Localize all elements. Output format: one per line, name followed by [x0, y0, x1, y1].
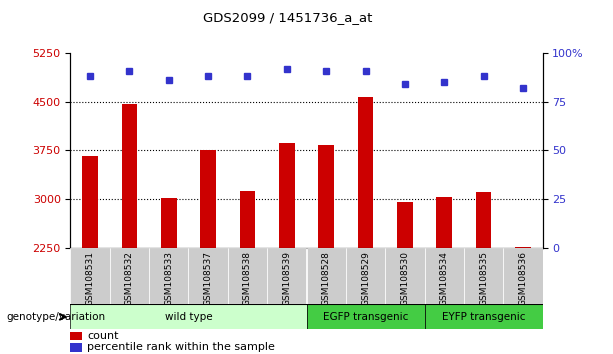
Bar	[70, 332, 82, 341]
Text: GSM108537: GSM108537	[204, 251, 213, 306]
Text: GSM108535: GSM108535	[479, 251, 488, 306]
Bar	[149, 248, 189, 304]
Bar	[82, 156, 98, 248]
Bar	[385, 248, 424, 304]
Bar	[240, 191, 256, 248]
Bar	[267, 248, 306, 304]
Bar	[424, 304, 543, 329]
Text: GSM108539: GSM108539	[283, 251, 291, 306]
Bar	[110, 248, 149, 304]
Bar	[121, 104, 137, 248]
Text: GSM108536: GSM108536	[519, 251, 527, 306]
Bar	[306, 304, 424, 329]
Bar	[200, 150, 216, 248]
Bar	[436, 196, 452, 248]
Text: GSM108530: GSM108530	[400, 251, 409, 306]
Text: GDS2099 / 1451736_a_at: GDS2099 / 1451736_a_at	[204, 11, 373, 24]
Text: GSM108529: GSM108529	[361, 251, 370, 306]
Bar	[503, 248, 543, 304]
Text: GSM108533: GSM108533	[164, 251, 173, 306]
Bar	[515, 247, 531, 248]
Bar	[306, 248, 346, 304]
Text: count: count	[88, 331, 119, 341]
Bar	[70, 248, 110, 304]
Text: GSM108532: GSM108532	[125, 251, 134, 306]
Bar	[357, 97, 373, 248]
Bar	[70, 304, 306, 329]
Bar	[476, 192, 492, 248]
Bar	[464, 248, 503, 304]
Bar	[279, 143, 295, 248]
Bar	[424, 248, 464, 304]
Bar	[346, 248, 385, 304]
Bar	[161, 199, 177, 248]
Bar	[70, 343, 82, 352]
Text: EGFP transgenic: EGFP transgenic	[323, 312, 408, 322]
Text: GSM108528: GSM108528	[322, 251, 330, 306]
Bar	[228, 248, 267, 304]
Text: genotype/variation: genotype/variation	[6, 312, 105, 322]
Text: GSM108531: GSM108531	[86, 251, 94, 306]
Bar	[397, 202, 413, 248]
Bar	[189, 248, 228, 304]
Text: wild type: wild type	[165, 312, 212, 322]
Text: percentile rank within the sample: percentile rank within the sample	[88, 342, 275, 352]
Text: EYFP transgenic: EYFP transgenic	[442, 312, 525, 322]
Bar	[318, 144, 334, 248]
Text: GSM108538: GSM108538	[243, 251, 252, 306]
Text: GSM108534: GSM108534	[440, 251, 449, 306]
